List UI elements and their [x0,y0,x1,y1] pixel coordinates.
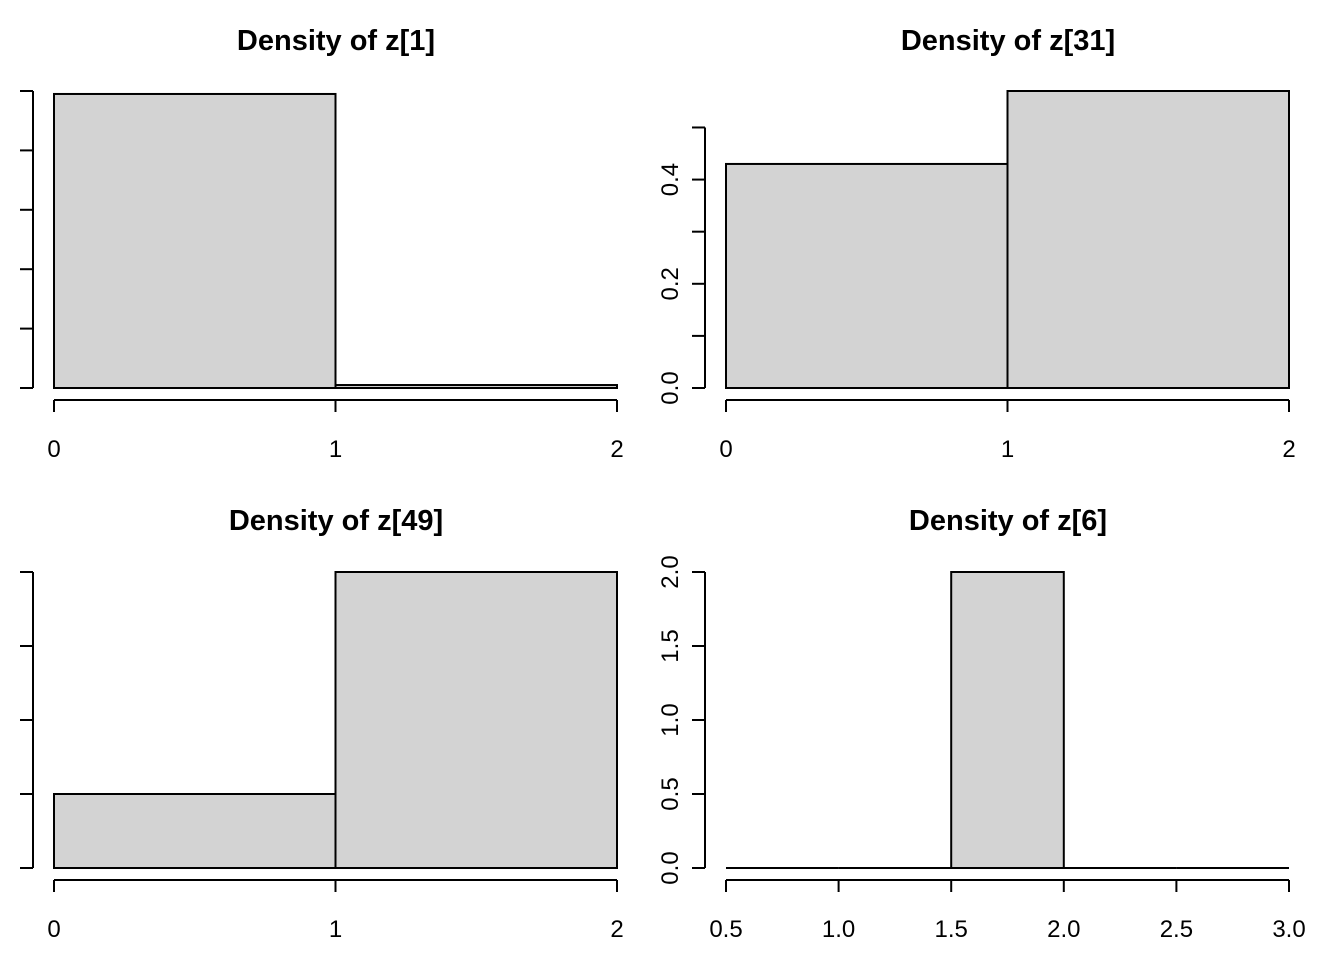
histogram-panel-2: Density of z[31] 0 1 2 0.0 0.2 0.4 [657,25,1296,463]
chart-title: Density of z[31] [901,25,1115,57]
x-tick-label: 1 [329,436,342,463]
y-tick-label: 0.5 [657,777,684,810]
histogram-panel-3: Density of z[49] 0 1 2 [20,505,624,943]
x-tick-label: 3.0 [1272,916,1305,943]
x-tick-label: 0 [47,916,60,943]
histogram-bar [725,162,1009,389]
y-tick-label: 1.0 [657,703,684,736]
x-tick-label: 2 [610,436,623,463]
histogram-panel-4: Density of z[6] 0.5 1.0 1.5 2.0 2.5 3.0 0.0 0.5 1… [657,505,1306,943]
histogram-bar [334,384,618,389]
histogram-bar [53,92,337,389]
chart-title: Density of z[6] [909,505,1107,537]
x-tick-label: 1.0 [822,916,855,943]
x-tick-label: 2 [610,916,623,943]
histogram-bar [950,571,1065,869]
x-tick-label: 1.5 [935,916,968,943]
x-tick-label: 0.5 [709,916,742,943]
histogram-panel-1: Density of z[1] 0 1 2 [20,25,624,463]
x-tick-label: 1 [1001,436,1014,463]
y-tick-label: 0.4 [657,163,684,196]
y-tick-label: 2.0 [657,555,684,588]
y-tick-label: 1.5 [657,629,684,662]
chart-title: Density of z[1] [237,25,435,57]
x-tick-label: 1 [329,916,342,943]
histogram-bar [53,793,337,869]
histogram-bar [334,571,618,869]
y-tick-label: 0.0 [657,851,684,884]
y-tick-label: 0.2 [657,267,684,300]
x-tick-label: 0 [47,436,60,463]
chart-title: Density of z[49] [229,505,443,537]
y-tick-label: 0.0 [657,371,684,404]
x-tick-label: 2.5 [1160,916,1193,943]
x-tick-label: 0 [719,436,732,463]
histogram-bar [1006,90,1290,389]
x-tick-label: 2.0 [1047,916,1080,943]
x-tick-label: 2 [1282,436,1295,463]
